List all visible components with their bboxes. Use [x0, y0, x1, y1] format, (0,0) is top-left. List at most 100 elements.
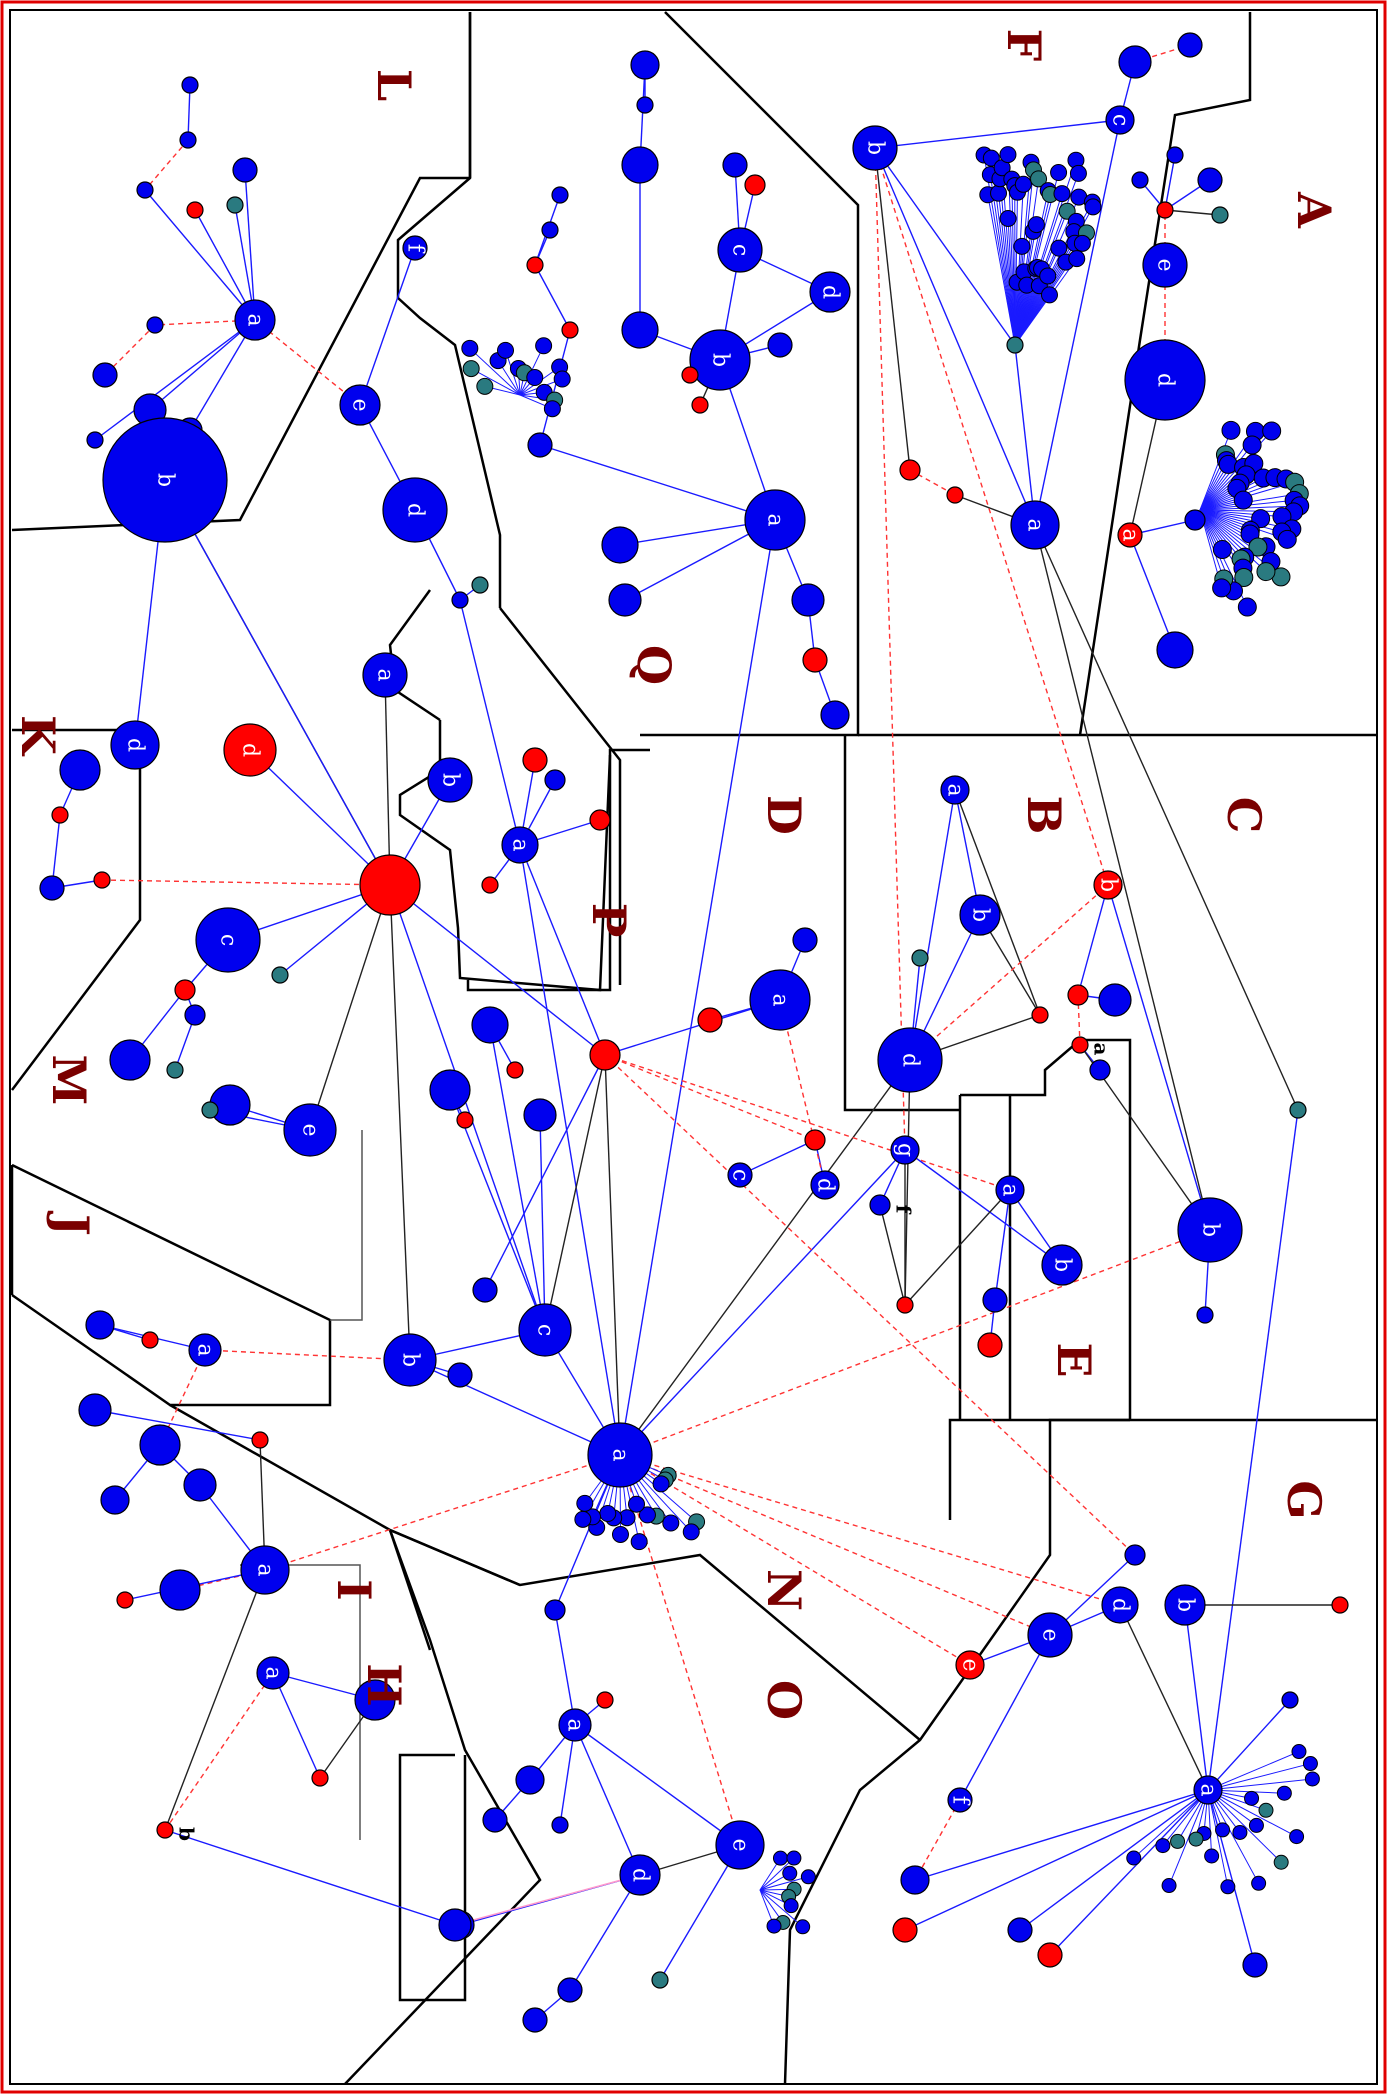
node [1237, 597, 1257, 617]
node-p3 [589, 809, 611, 831]
node [1256, 562, 1276, 582]
node-bb1 [1067, 984, 1089, 1006]
edge [879, 1204, 906, 1306]
node [1234, 567, 1254, 587]
edge [484, 1054, 606, 1291]
node [1273, 1854, 1289, 1870]
edge [1107, 884, 1211, 1231]
node-l9 [181, 76, 199, 94]
region-label-l: L [367, 69, 421, 101]
node [1233, 490, 1253, 510]
node-fc [1105, 105, 1135, 135]
node-q9 [608, 583, 642, 617]
edge [389, 884, 411, 1361]
node [999, 209, 1017, 227]
node [1248, 1817, 1264, 1833]
node [1304, 1771, 1320, 1787]
node [1212, 578, 1232, 598]
node [652, 1475, 670, 1493]
node-br [1031, 1006, 1049, 1024]
region-label-b: B [1017, 796, 1071, 835]
node-a2 [1197, 167, 1223, 193]
node [1027, 216, 1045, 234]
node-f2 [1177, 32, 1203, 58]
node-qd [809, 271, 851, 313]
edge [604, 1054, 621, 1456]
node-label: b [175, 1827, 199, 1841]
node [1262, 421, 1282, 441]
node-h1 [311, 1769, 329, 1787]
node-o5 [557, 1977, 583, 2003]
edge [154, 319, 256, 326]
edge [194, 209, 256, 321]
region-boundary [640, 11, 860, 737]
edge [914, 1789, 1209, 1881]
node-q15 [722, 152, 748, 178]
node-m1 [109, 1039, 151, 1081]
node-n2 [429, 1069, 471, 1111]
node-label: b [863, 141, 888, 155]
edge [1034, 524, 1299, 1111]
node-q5 [561, 321, 579, 339]
edge [1207, 1789, 1229, 1887]
node-f4 [946, 486, 964, 504]
node [999, 146, 1017, 164]
edge [954, 789, 981, 916]
node-label: c [1108, 114, 1133, 126]
edge [1034, 119, 1121, 526]
edge [1019, 1789, 1209, 1931]
node [1126, 1850, 1142, 1866]
edge [1077, 884, 1109, 996]
node-q7 [551, 186, 569, 204]
region-boundary [499, 607, 622, 985]
node-o2 [482, 1807, 508, 1833]
edge [909, 789, 956, 1061]
edge [874, 147, 1016, 346]
node [1053, 185, 1071, 203]
node-q8 [541, 221, 559, 239]
edge [519, 844, 606, 1056]
node [1040, 286, 1058, 304]
node-p2 [544, 769, 566, 791]
edge [1199, 509, 1246, 558]
node [543, 400, 561, 418]
node-qe [339, 384, 381, 426]
node-label: b [1198, 1223, 1223, 1237]
node-l3 [146, 316, 164, 334]
node-fhub [1006, 336, 1024, 354]
node [766, 1918, 782, 1934]
node-ia [240, 1545, 290, 1595]
node-n3 [523, 1098, 557, 1132]
node-ad [1124, 339, 1206, 421]
node [497, 341, 515, 359]
edge [449, 1089, 546, 1331]
node-l4 [92, 362, 118, 388]
node-ger [955, 1650, 985, 1680]
node-kb [102, 417, 228, 543]
node-gd [1101, 1586, 1139, 1624]
edge [1207, 1789, 1260, 1884]
node-bb [959, 894, 1001, 936]
region-label-n: N [757, 1569, 811, 1611]
edge [519, 844, 621, 1456]
node-label: c [216, 934, 241, 946]
edge [1199, 509, 1261, 520]
node-la [234, 299, 276, 341]
region-boundary [11, 1163, 332, 1407]
node-label: b [708, 353, 733, 367]
node [576, 1494, 594, 1512]
node-label: a [1118, 528, 1143, 541]
node [526, 369, 544, 387]
edge [1199, 505, 1300, 511]
node-ah [1184, 509, 1206, 531]
edge [1207, 1789, 1282, 1863]
edge [759, 1857, 795, 1891]
edge [389, 884, 546, 1331]
node-ba [940, 775, 970, 805]
node-label: e [728, 1838, 753, 1851]
node-k4 [93, 871, 111, 889]
node-j1 [85, 1310, 115, 1340]
edge [1207, 1789, 1297, 1838]
